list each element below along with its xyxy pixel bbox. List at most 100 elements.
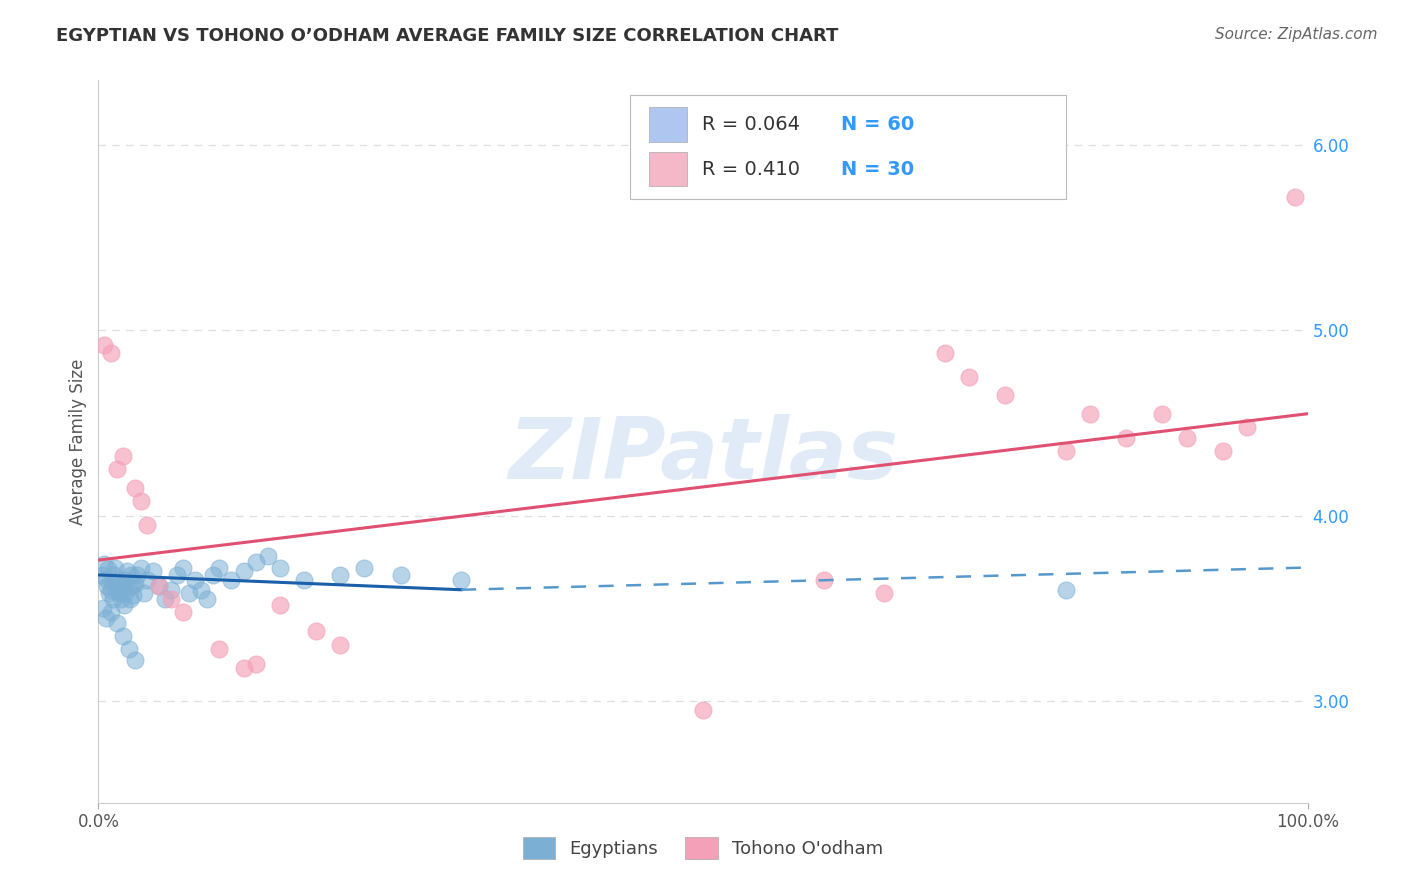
- Point: [111, 629, 134, 643]
- Point: [118, 579, 141, 593]
- Point: [91, 601, 114, 615]
- Point: [108, 586, 131, 600]
- Point: [305, 624, 328, 638]
- Point: [269, 560, 291, 574]
- Point: [1175, 431, 1198, 445]
- FancyBboxPatch shape: [648, 107, 688, 142]
- Point: [329, 568, 352, 582]
- Point: [873, 586, 896, 600]
- Point: [269, 598, 291, 612]
- Point: [148, 579, 170, 593]
- Point: [1078, 407, 1101, 421]
- Point: [208, 642, 231, 657]
- Point: [120, 568, 142, 582]
- Point: [160, 582, 183, 597]
- Point: [1236, 419, 1258, 434]
- Point: [934, 345, 956, 359]
- Point: [94, 572, 117, 586]
- Point: [129, 493, 152, 508]
- Point: [124, 653, 146, 667]
- Point: [329, 638, 352, 652]
- Point: [110, 592, 132, 607]
- Point: [101, 592, 124, 607]
- Point: [98, 586, 121, 600]
- Point: [813, 574, 835, 588]
- Point: [166, 568, 188, 582]
- Point: [121, 579, 143, 593]
- Point: [994, 388, 1017, 402]
- Point: [179, 586, 201, 600]
- Point: [245, 657, 267, 671]
- Legend: Egyptians, Tohono O'odham: Egyptians, Tohono O'odham: [516, 830, 890, 866]
- Point: [692, 703, 714, 717]
- Point: [172, 560, 194, 574]
- Point: [103, 568, 125, 582]
- Point: [245, 555, 267, 569]
- Point: [1212, 443, 1234, 458]
- Point: [105, 574, 128, 588]
- Point: [118, 642, 141, 657]
- Point: [256, 549, 278, 564]
- Text: N = 30: N = 30: [841, 160, 914, 178]
- Point: [184, 574, 207, 588]
- Point: [107, 582, 129, 597]
- Point: [100, 345, 122, 359]
- Point: [124, 481, 146, 495]
- Text: Source: ZipAtlas.com: Source: ZipAtlas.com: [1215, 27, 1378, 42]
- Point: [97, 562, 120, 576]
- Point: [135, 517, 157, 532]
- Point: [389, 568, 412, 582]
- Point: [105, 462, 128, 476]
- Point: [100, 575, 122, 590]
- Point: [202, 568, 225, 582]
- Point: [172, 605, 194, 619]
- Point: [142, 564, 165, 578]
- Point: [127, 568, 149, 582]
- Point: [232, 660, 254, 674]
- Point: [91, 568, 114, 582]
- Point: [96, 579, 118, 593]
- Point: [1284, 190, 1306, 204]
- FancyBboxPatch shape: [630, 95, 1066, 200]
- FancyBboxPatch shape: [648, 152, 688, 186]
- Point: [93, 338, 115, 352]
- Text: EGYPTIAN VS TOHONO O’ODHAM AVERAGE FAMILY SIZE CORRELATION CHART: EGYPTIAN VS TOHONO O’ODHAM AVERAGE FAMIL…: [56, 27, 838, 45]
- Point: [93, 557, 115, 571]
- Point: [148, 579, 170, 593]
- Point: [1152, 407, 1174, 421]
- Point: [118, 592, 141, 607]
- Point: [135, 574, 157, 588]
- Point: [957, 369, 980, 384]
- Point: [208, 560, 231, 574]
- Point: [105, 616, 128, 631]
- Point: [1054, 582, 1077, 597]
- Point: [124, 577, 146, 591]
- Point: [1115, 431, 1137, 445]
- Y-axis label: Average Family Size: Average Family Size: [69, 359, 87, 524]
- Point: [100, 582, 122, 597]
- Point: [104, 560, 127, 574]
- Point: [122, 588, 145, 602]
- Point: [160, 592, 183, 607]
- Point: [353, 560, 375, 574]
- Text: ZIPatlas: ZIPatlas: [508, 415, 898, 498]
- Point: [111, 582, 134, 597]
- Text: R = 0.410: R = 0.410: [702, 160, 800, 178]
- Point: [100, 605, 122, 619]
- Point: [195, 592, 218, 607]
- Point: [153, 592, 176, 607]
- Text: R = 0.064: R = 0.064: [702, 115, 800, 134]
- Point: [94, 610, 117, 624]
- Point: [292, 574, 315, 588]
- Point: [115, 574, 138, 588]
- Point: [190, 582, 212, 597]
- Point: [221, 574, 243, 588]
- Point: [112, 598, 135, 612]
- Point: [1054, 443, 1077, 458]
- Point: [232, 564, 254, 578]
- Point: [450, 574, 472, 588]
- Point: [111, 450, 134, 464]
- Point: [108, 579, 131, 593]
- Point: [117, 564, 139, 578]
- Text: N = 60: N = 60: [841, 115, 914, 134]
